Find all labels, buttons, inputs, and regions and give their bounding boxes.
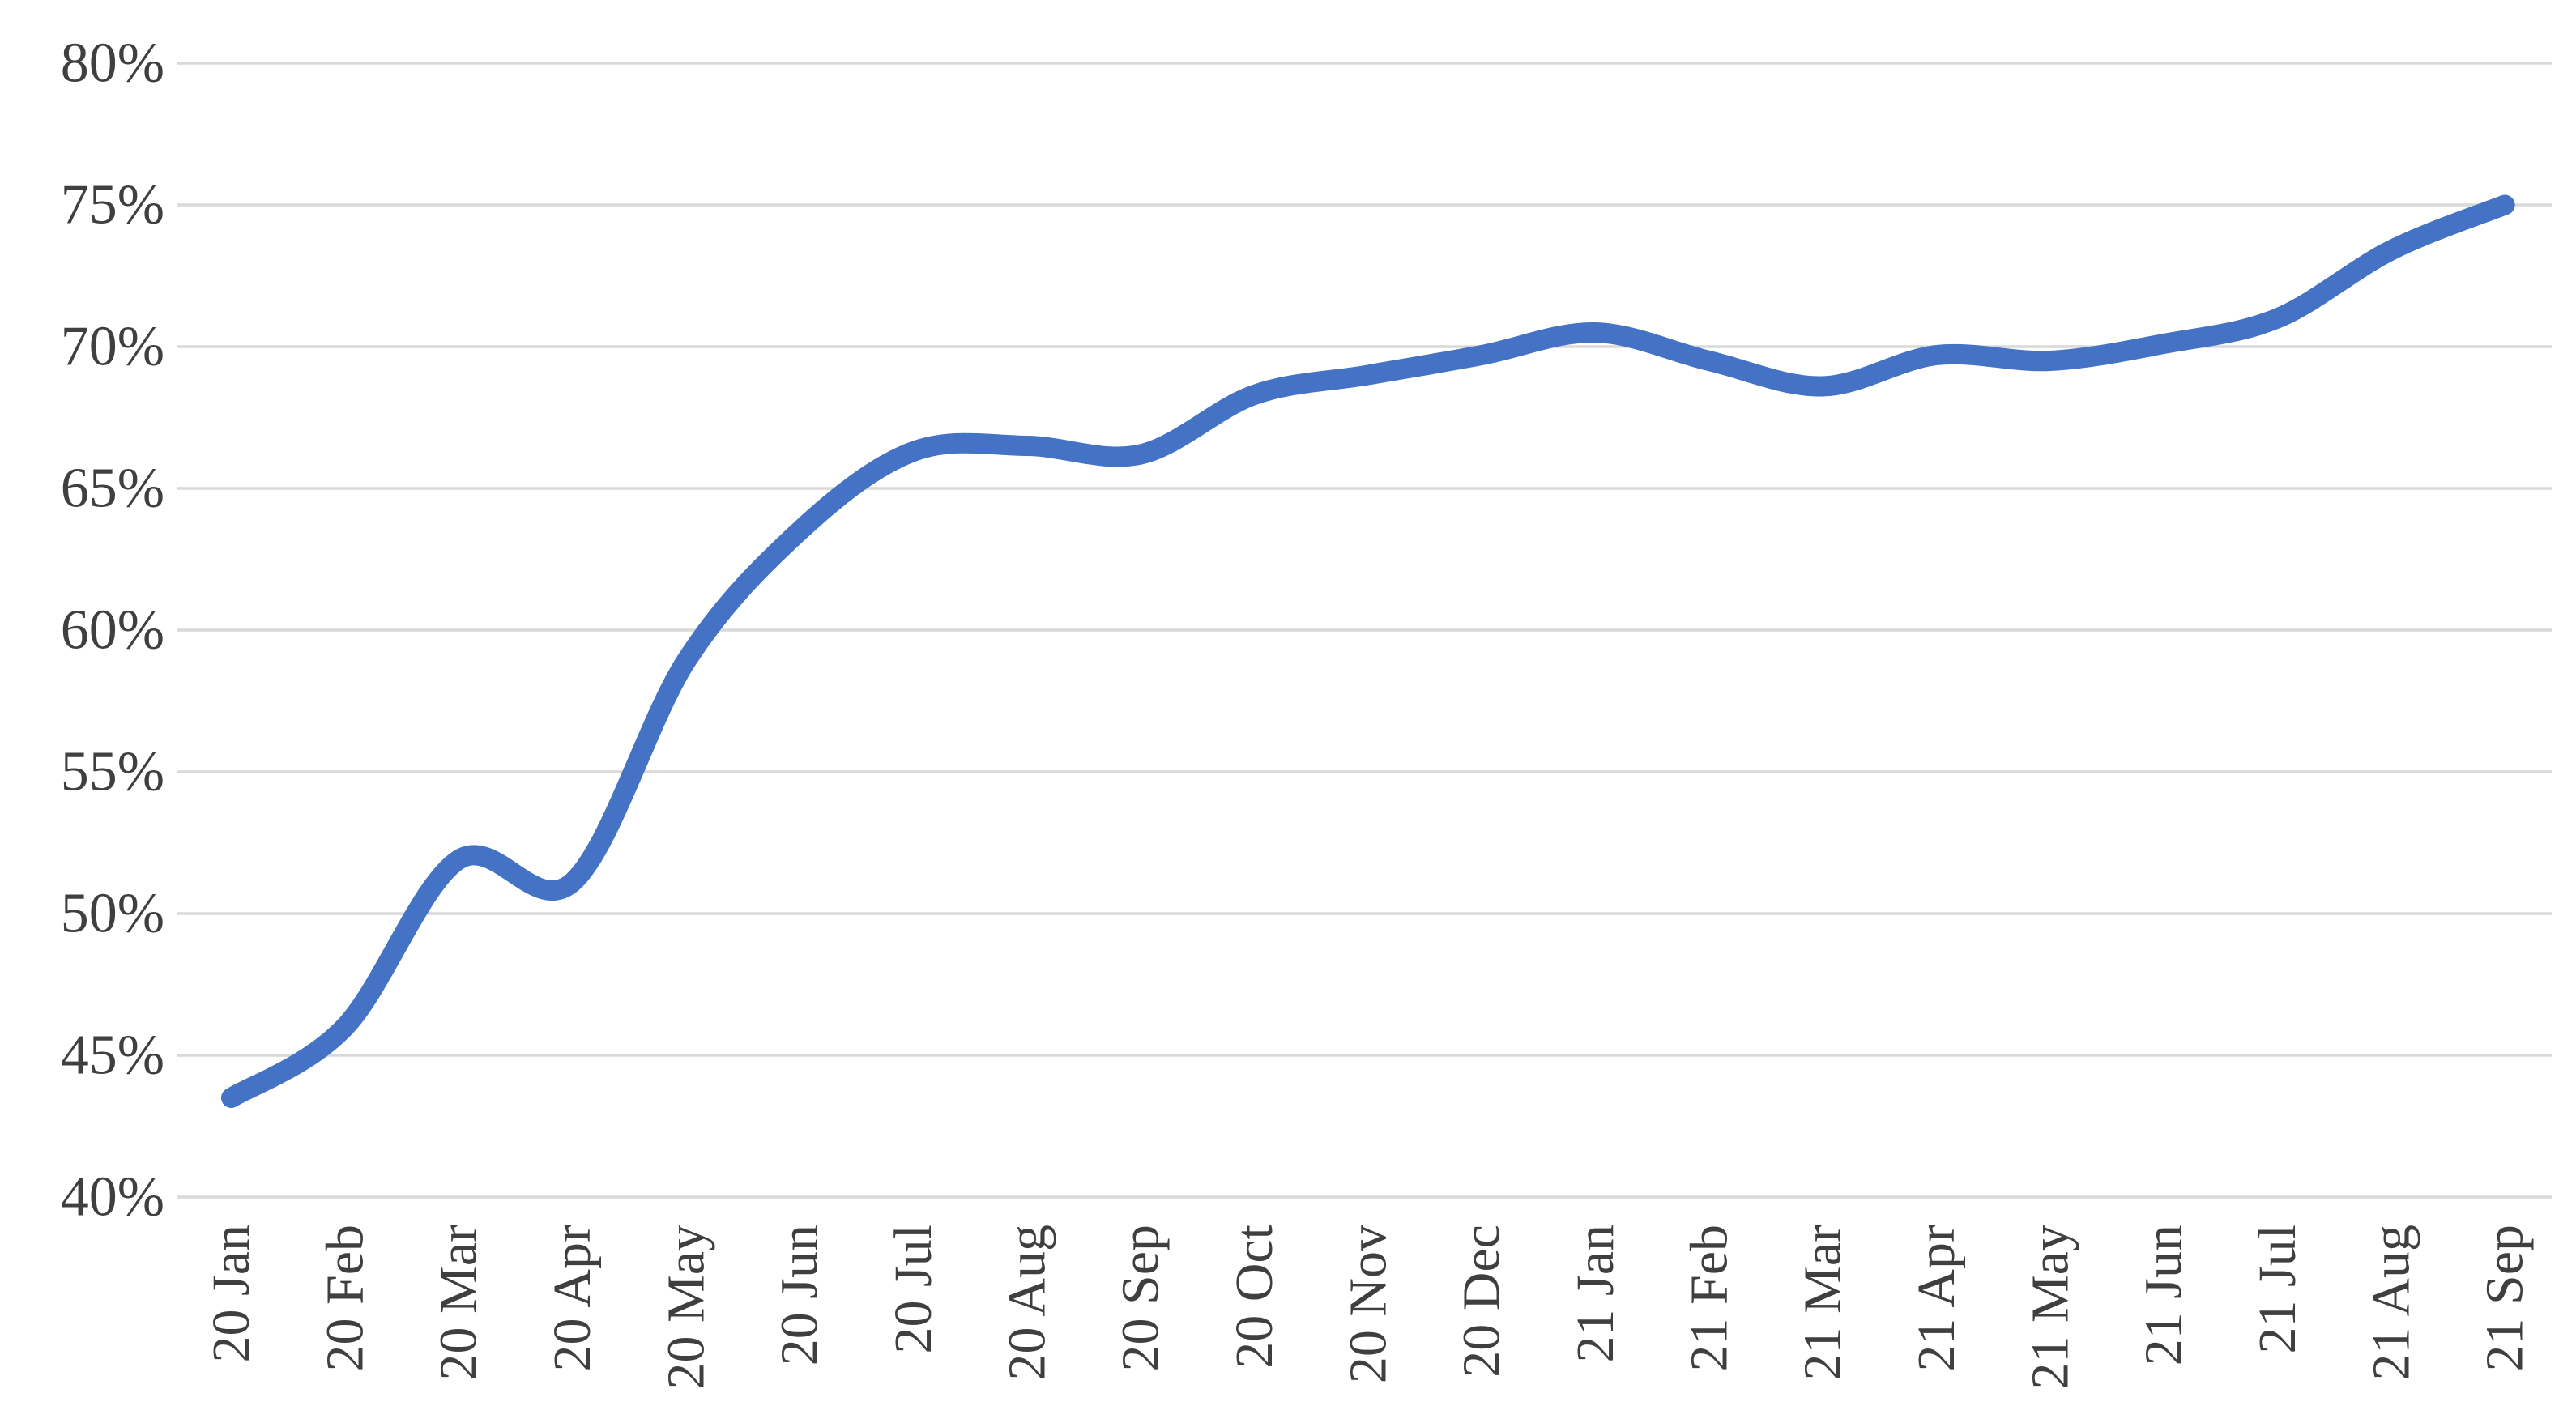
x-axis-tick-label: 21 Jan	[1566, 1225, 1625, 1362]
y-axis-tick-label: 70%	[61, 316, 164, 378]
x-axis-tick-label: 20 Nov	[1338, 1225, 1397, 1383]
y-axis-labels-group: 40% 45% 50% 55% 60% 65% 70% 75% 80%	[61, 32, 164, 1229]
series-line	[221, 194, 2515, 1108]
x-axis-tick-label: 20 Jul	[884, 1225, 943, 1354]
series-group	[221, 194, 2515, 1108]
x-axis-tick-label: 21 Mar	[1793, 1225, 1853, 1380]
x-axis-tick-label: 20 Jan	[202, 1225, 261, 1362]
y-axis-tick-label: 45%	[61, 1025, 164, 1087]
y-axis-tick-label: 80%	[61, 32, 164, 95]
y-axis-tick-label: 55%	[61, 741, 164, 803]
y-axis-tick-label: 60%	[61, 599, 164, 662]
x-axis-tick-label: 21 Feb	[1679, 1225, 1738, 1372]
x-axis-labels-group: 20 Jan 20 Feb 20 Mar 20 Apr 20 May 20 Jun 20 J…	[202, 1225, 2535, 1390]
x-axis-tick-label: 20 Dec	[1452, 1225, 1512, 1378]
x-axis-tick-label: 20 Jun	[770, 1225, 830, 1365]
gridlines-group	[177, 62, 2552, 1199]
x-axis-tick-label: 20 Apr	[543, 1225, 602, 1372]
x-axis-tick-label: 21 Sep	[2476, 1225, 2535, 1372]
x-axis-tick-label: 21 Aug	[2361, 1225, 2420, 1381]
y-axis-tick-label: 75%	[61, 174, 164, 236]
x-axis-tick-label: 20 May	[656, 1225, 715, 1389]
x-axis-tick-label: 21 May	[2020, 1225, 2079, 1389]
x-axis-tick-label: 20 Mar	[429, 1225, 488, 1380]
x-axis-tick-label: 21 Jun	[2135, 1225, 2194, 1365]
y-axis-tick-label: 50%	[61, 883, 164, 945]
x-axis-tick-label: 20 Sep	[1111, 1225, 1171, 1372]
x-axis-tick-label: 20 Feb	[315, 1225, 374, 1372]
x-axis-tick-label: 21 Apr	[1907, 1225, 1966, 1372]
x-axis-tick-label: 21 Jul	[2248, 1225, 2307, 1354]
y-axis-tick-label: 65%	[61, 458, 164, 520]
x-axis-tick-label: 20 Aug	[997, 1225, 1056, 1381]
x-axis-tick-label: 20 Oct	[1225, 1225, 1284, 1369]
y-axis-tick-label: 40%	[61, 1166, 164, 1229]
